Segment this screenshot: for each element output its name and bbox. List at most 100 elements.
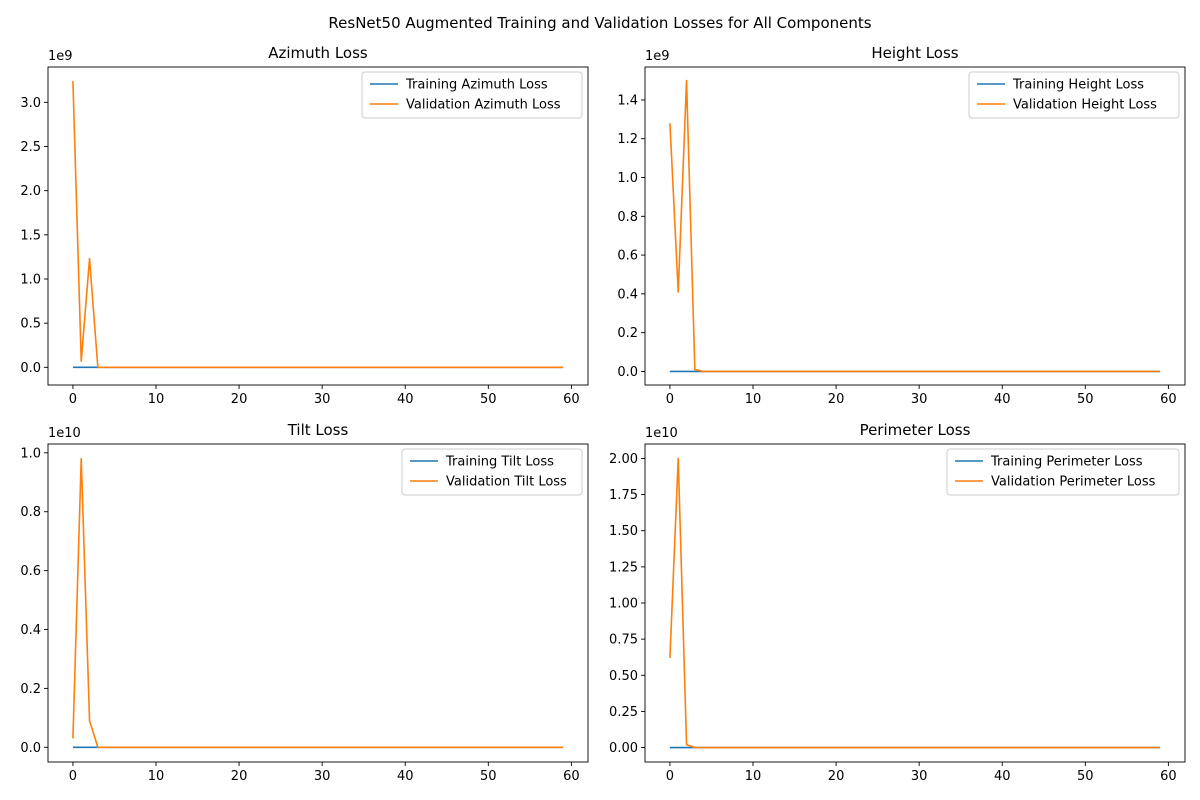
- tilt-legend-training-label: Training Tilt Loss: [445, 455, 554, 470]
- tilt-x-tick-label: 10: [148, 769, 165, 784]
- height-y-scale-label: 1e9: [645, 49, 670, 64]
- perimeter-y-tick-label: 0.25: [609, 705, 638, 720]
- azimuth-legend-validation-label: Validation Azimuth Loss: [406, 98, 561, 113]
- azimuth-y-tick-label: 1.5: [20, 228, 41, 243]
- perimeter-y-tick-label: 1.00: [609, 597, 638, 612]
- azimuth-x-tick-label: 30: [314, 392, 331, 407]
- perimeter-y-tick-label: 1.75: [609, 488, 638, 503]
- height-x-tick-label: 60: [1160, 392, 1177, 407]
- perimeter-series-group: [669, 457, 1161, 749]
- perimeter-legend-box: [946, 448, 1180, 496]
- perimeter-y-tick-label: 0.75: [609, 633, 638, 648]
- height-validation-line: [669, 79, 1161, 373]
- azimuth-y-tick-label: 0.5: [20, 317, 41, 332]
- tilt-legend-box: [401, 448, 583, 496]
- perimeter-legend-training-label: Training Perimeter Loss: [990, 455, 1143, 470]
- tilt-x-tick-label: 50: [480, 769, 497, 784]
- tilt-x-tick-label: 60: [563, 769, 580, 784]
- tilt-y-tick-label: 0.4: [20, 623, 41, 638]
- tilt-y-tick-label: 1.0: [20, 446, 41, 461]
- azimuth-y-tick-label: 1.0: [20, 273, 41, 288]
- height-x-tick-label: 40: [994, 392, 1011, 407]
- height-y-tick-label: 0.6: [617, 249, 638, 264]
- tilt-x-tick-label: 20: [231, 769, 248, 784]
- height-x-tick-label: 0: [666, 392, 674, 407]
- height-x-tick-label: 10: [745, 392, 762, 407]
- height-loss-panel: Height Loss 1e9 0 10 20 30 40 50 60 0.0 0.2 0.4 0.6 0…: [617, 44, 1186, 407]
- tilt-y-tick-label: 0.2: [20, 682, 41, 697]
- height-y-tick-label: 1.4: [617, 93, 638, 108]
- perimeter-x-tick-label: 50: [1077, 769, 1094, 784]
- tilt-y-tick-label: 0.6: [20, 564, 41, 579]
- azimuth-y-tick-label: 3.0: [20, 96, 41, 111]
- perimeter-y-tick-label: 1.50: [609, 524, 638, 539]
- height-x-tick-label: 50: [1077, 392, 1094, 407]
- perimeter-y-tick-label: 0.50: [609, 669, 638, 684]
- perimeter-legend-validation-label: Validation Perimeter Loss: [991, 475, 1156, 490]
- perimeter-x-tick-label: 10: [745, 769, 762, 784]
- azimuth-panel-title: Azimuth Loss: [268, 44, 368, 62]
- azimuth-x-tick-label: 50: [480, 392, 497, 407]
- height-y-tick-label: 1.2: [617, 132, 638, 147]
- height-y-tick-label: 0.4: [617, 287, 638, 302]
- figure-title: ResNet50 Augmented Training and Validati…: [328, 14, 871, 32]
- height-y-tick-label: 0.2: [617, 326, 638, 341]
- azimuth-legend-box: [361, 71, 583, 119]
- tilt-y-tick-label: 0.8: [20, 505, 41, 520]
- azimuth-axes-frame: [47, 66, 589, 386]
- perimeter-y-tick-label: 2.00: [609, 452, 638, 467]
- tilt-series-group: [72, 457, 564, 749]
- height-y-tick-label: 0.8: [617, 210, 638, 225]
- height-y-tick-label: 0.0: [617, 365, 638, 380]
- subplot-grid: Azimuth Loss 1e9 0 10 20 30 40 50 60 0.0 0.5 1.0 1.5…: [20, 44, 1186, 784]
- tilt-x-tick-label: 0: [69, 769, 77, 784]
- azimuth-validation-line: [72, 81, 564, 369]
- tilt-legend: Training Tilt Loss Validation Tilt Loss: [401, 448, 583, 496]
- tilt-legend-validation-label: Validation Tilt Loss: [446, 475, 567, 490]
- height-x-tick-label: 20: [828, 392, 845, 407]
- tilt-panel-title: Tilt Loss: [287, 421, 349, 439]
- height-legend: Training Height Loss Validation Height Lo…: [968, 71, 1180, 119]
- perimeter-x-tick-label: 60: [1160, 769, 1177, 784]
- height-x-tick-label: 30: [911, 392, 928, 407]
- azimuth-loss-panel: Azimuth Loss 1e9 0 10 20 30 40 50 60 0.0 0.5 1.0 1.5…: [20, 44, 589, 407]
- tilt-y-tick-label: 0.0: [20, 741, 41, 756]
- azimuth-y-tick-label: 2.0: [20, 184, 41, 199]
- height-legend-box: [968, 71, 1180, 119]
- perimeter-y-tick-label: 1.25: [609, 560, 638, 575]
- tilt-x-tick-label: 30: [314, 769, 331, 784]
- tilt-y-scale-label: 1e10: [48, 426, 81, 441]
- height-legend-training-label: Training Height Loss: [1012, 78, 1144, 93]
- tilt-loss-panel: Tilt Loss 1e10 0 10 20 30 40 50 60 0.0 0.2 0.4 0.6 0.…: [20, 421, 589, 784]
- azimuth-x-tick-label: 20: [231, 392, 248, 407]
- height-axes-frame: [644, 66, 1186, 386]
- perimeter-y-scale-label: 1e10: [645, 426, 678, 441]
- tilt-x-tick-label: 40: [397, 769, 414, 784]
- height-series-group: [669, 79, 1161, 373]
- perimeter-x-tick-label: 0: [666, 769, 674, 784]
- height-legend-validation-label: Validation Height Loss: [1013, 98, 1157, 113]
- height-y-tick-label: 1.0: [617, 171, 638, 186]
- azimuth-series-group: [72, 81, 564, 369]
- perimeter-panel-title: Perimeter Loss: [860, 421, 971, 439]
- tilt-validation-line: [72, 457, 564, 749]
- azimuth-y-tick-label: 2.5: [20, 140, 41, 155]
- azimuth-y-scale-label: 1e9: [48, 49, 73, 64]
- azimuth-legend: Training Azimuth Loss Validation Azimuth …: [361, 71, 583, 119]
- height-panel-title: Height Loss: [871, 44, 958, 62]
- perimeter-legend: Training Perimeter Loss Validation Perime…: [946, 448, 1180, 496]
- azimuth-x-tick-label: 10: [148, 392, 165, 407]
- azimuth-x-tick-label: 60: [563, 392, 580, 407]
- azimuth-y-tick-label: 0.0: [20, 361, 41, 376]
- azimuth-x-tick-label: 0: [69, 392, 77, 407]
- perimeter-y-tick-label: 0.00: [609, 741, 638, 756]
- azimuth-legend-training-label: Training Azimuth Loss: [405, 78, 548, 93]
- azimuth-x-tick-label: 40: [397, 392, 414, 407]
- perimeter-validation-line: [669, 457, 1161, 749]
- perimeter-x-tick-label: 40: [994, 769, 1011, 784]
- tilt-axes-frame: [47, 443, 589, 763]
- perimeter-x-tick-label: 30: [911, 769, 928, 784]
- perimeter-loss-panel: Perimeter Loss 1e10 0 10 20 30 40 50 60 0.00 0.25 0…: [609, 421, 1186, 784]
- perimeter-x-tick-label: 20: [828, 769, 845, 784]
